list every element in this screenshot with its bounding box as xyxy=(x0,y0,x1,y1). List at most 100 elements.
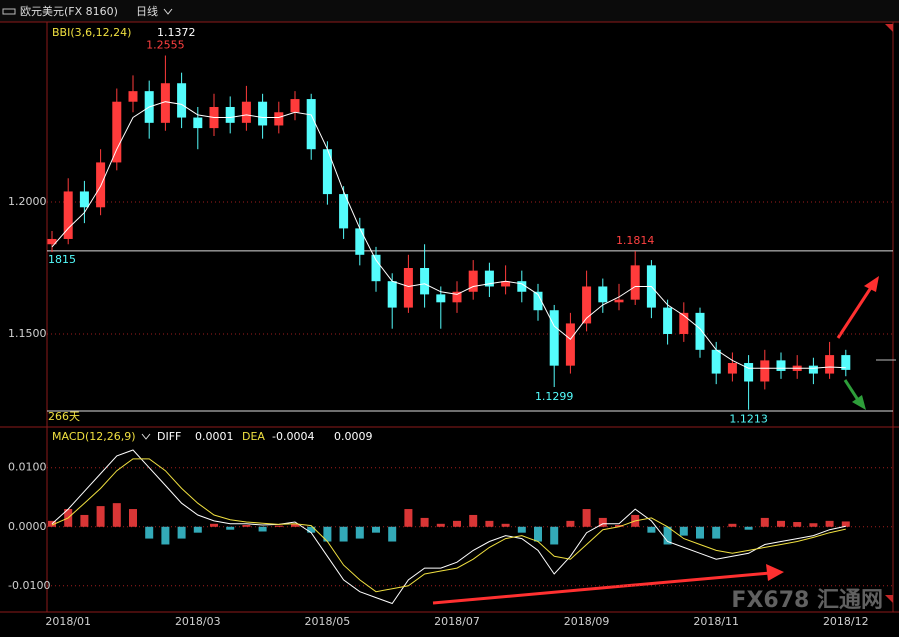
macd-bar xyxy=(696,526,704,539)
arrow-head xyxy=(852,395,866,410)
y-tick-label: -0.0100 xyxy=(8,579,50,592)
toolbar xyxy=(0,0,899,22)
macd-bar xyxy=(566,520,575,527)
macd-bar xyxy=(517,526,526,533)
macd-bar xyxy=(760,517,769,527)
candle-body xyxy=(290,99,300,113)
symbol-name[interactable]: 欧元美元(FX 8160) xyxy=(20,5,118,18)
macd-line xyxy=(51,458,846,593)
macd-bar xyxy=(582,509,591,527)
candle-body xyxy=(825,355,835,374)
candle-body xyxy=(403,267,413,308)
macd-bar xyxy=(420,517,429,527)
macd-bar xyxy=(469,514,478,527)
macd-bar xyxy=(145,526,154,539)
legend-value: 0.0009 xyxy=(334,430,373,443)
macd-bar xyxy=(647,526,656,533)
macd-bar xyxy=(404,509,413,527)
x-tick-label: 2018/01 xyxy=(45,615,91,628)
macd-bar xyxy=(615,524,623,527)
macd-bar xyxy=(712,526,721,539)
candle-body xyxy=(679,312,689,334)
arrow xyxy=(836,285,874,339)
x-tick-label: 2018/03 xyxy=(175,615,221,628)
candle-body xyxy=(630,265,640,300)
candle-body xyxy=(371,254,381,282)
reference-label: 1815 xyxy=(48,253,76,266)
candle-body xyxy=(565,323,575,366)
arrow-head xyxy=(766,564,784,581)
macd-bar xyxy=(501,523,510,527)
macd-bar xyxy=(226,526,235,530)
macd-bar xyxy=(177,526,186,539)
candle-body xyxy=(258,101,268,126)
macd-bar xyxy=(485,520,494,527)
macd-bar xyxy=(96,506,105,527)
macd-bar xyxy=(841,521,850,527)
macd-line xyxy=(51,449,846,605)
candle-body xyxy=(79,191,89,208)
macd-bar xyxy=(339,526,348,542)
candle-body xyxy=(517,281,527,292)
candle-body xyxy=(776,360,786,371)
candle-body xyxy=(841,355,851,370)
extreme-label: 1.1814 xyxy=(616,234,655,247)
macd-bar xyxy=(258,526,267,532)
candle-body xyxy=(468,270,478,292)
y-tick-label: 0.0100 xyxy=(8,461,47,474)
candle-body xyxy=(744,363,754,382)
x-tick-label: 2018/12 xyxy=(823,615,869,628)
candle-body xyxy=(549,310,559,366)
candle-body xyxy=(322,149,332,195)
arrow xyxy=(432,571,771,605)
macd-bar xyxy=(793,522,802,527)
candle-body xyxy=(355,228,365,255)
watermark: FX678 汇通网 xyxy=(731,588,883,613)
legend-value: 1.1372 xyxy=(157,26,196,39)
y-tick-label: 0.0000 xyxy=(8,520,47,533)
macd-bar xyxy=(112,503,121,527)
candle-body xyxy=(112,101,122,163)
macd-bar xyxy=(453,520,461,527)
candle-body xyxy=(241,101,251,123)
macd-bar xyxy=(80,514,89,527)
candle-body xyxy=(614,299,624,303)
range-label: 266天 xyxy=(48,410,80,423)
extreme-label: 1.1213 xyxy=(729,413,768,426)
candle-body xyxy=(808,365,818,374)
corner-marker xyxy=(885,24,893,32)
bbi-line xyxy=(51,101,846,369)
macd-bar xyxy=(193,526,202,533)
macd-bar xyxy=(372,526,380,533)
legend-label: DIFF xyxy=(157,430,181,443)
candle-body xyxy=(501,281,511,287)
period[interactable]: 日线 xyxy=(136,4,158,18)
candle-body xyxy=(533,291,543,311)
candle-body xyxy=(160,83,170,123)
macd-bar xyxy=(744,526,753,530)
macd-bar xyxy=(550,526,559,545)
candle-body xyxy=(128,91,138,102)
x-tick-label: 2018/11 xyxy=(693,615,739,628)
legend-value: -0.0004 xyxy=(272,430,314,443)
candle-body xyxy=(582,286,592,324)
candle-body xyxy=(695,312,705,350)
candle-body xyxy=(63,191,73,239)
macd-bar xyxy=(825,520,834,527)
macd-bar xyxy=(436,523,445,527)
candle-body xyxy=(727,363,737,374)
x-tick-label: 2018/05 xyxy=(305,615,351,628)
candle-body xyxy=(663,307,673,334)
macd-bar xyxy=(809,523,818,527)
period-dropdown[interactable] xyxy=(163,8,173,15)
y-tick-label: 1.1500 xyxy=(8,327,47,340)
candle-body xyxy=(193,117,203,129)
candle-body xyxy=(225,106,235,123)
macd-dropdown xyxy=(141,433,151,440)
toolbar-icon[interactable] xyxy=(2,8,16,15)
macd-bar xyxy=(210,523,218,527)
candle-body xyxy=(177,83,187,118)
macd-bar xyxy=(48,520,56,527)
macd-bar xyxy=(679,526,688,536)
